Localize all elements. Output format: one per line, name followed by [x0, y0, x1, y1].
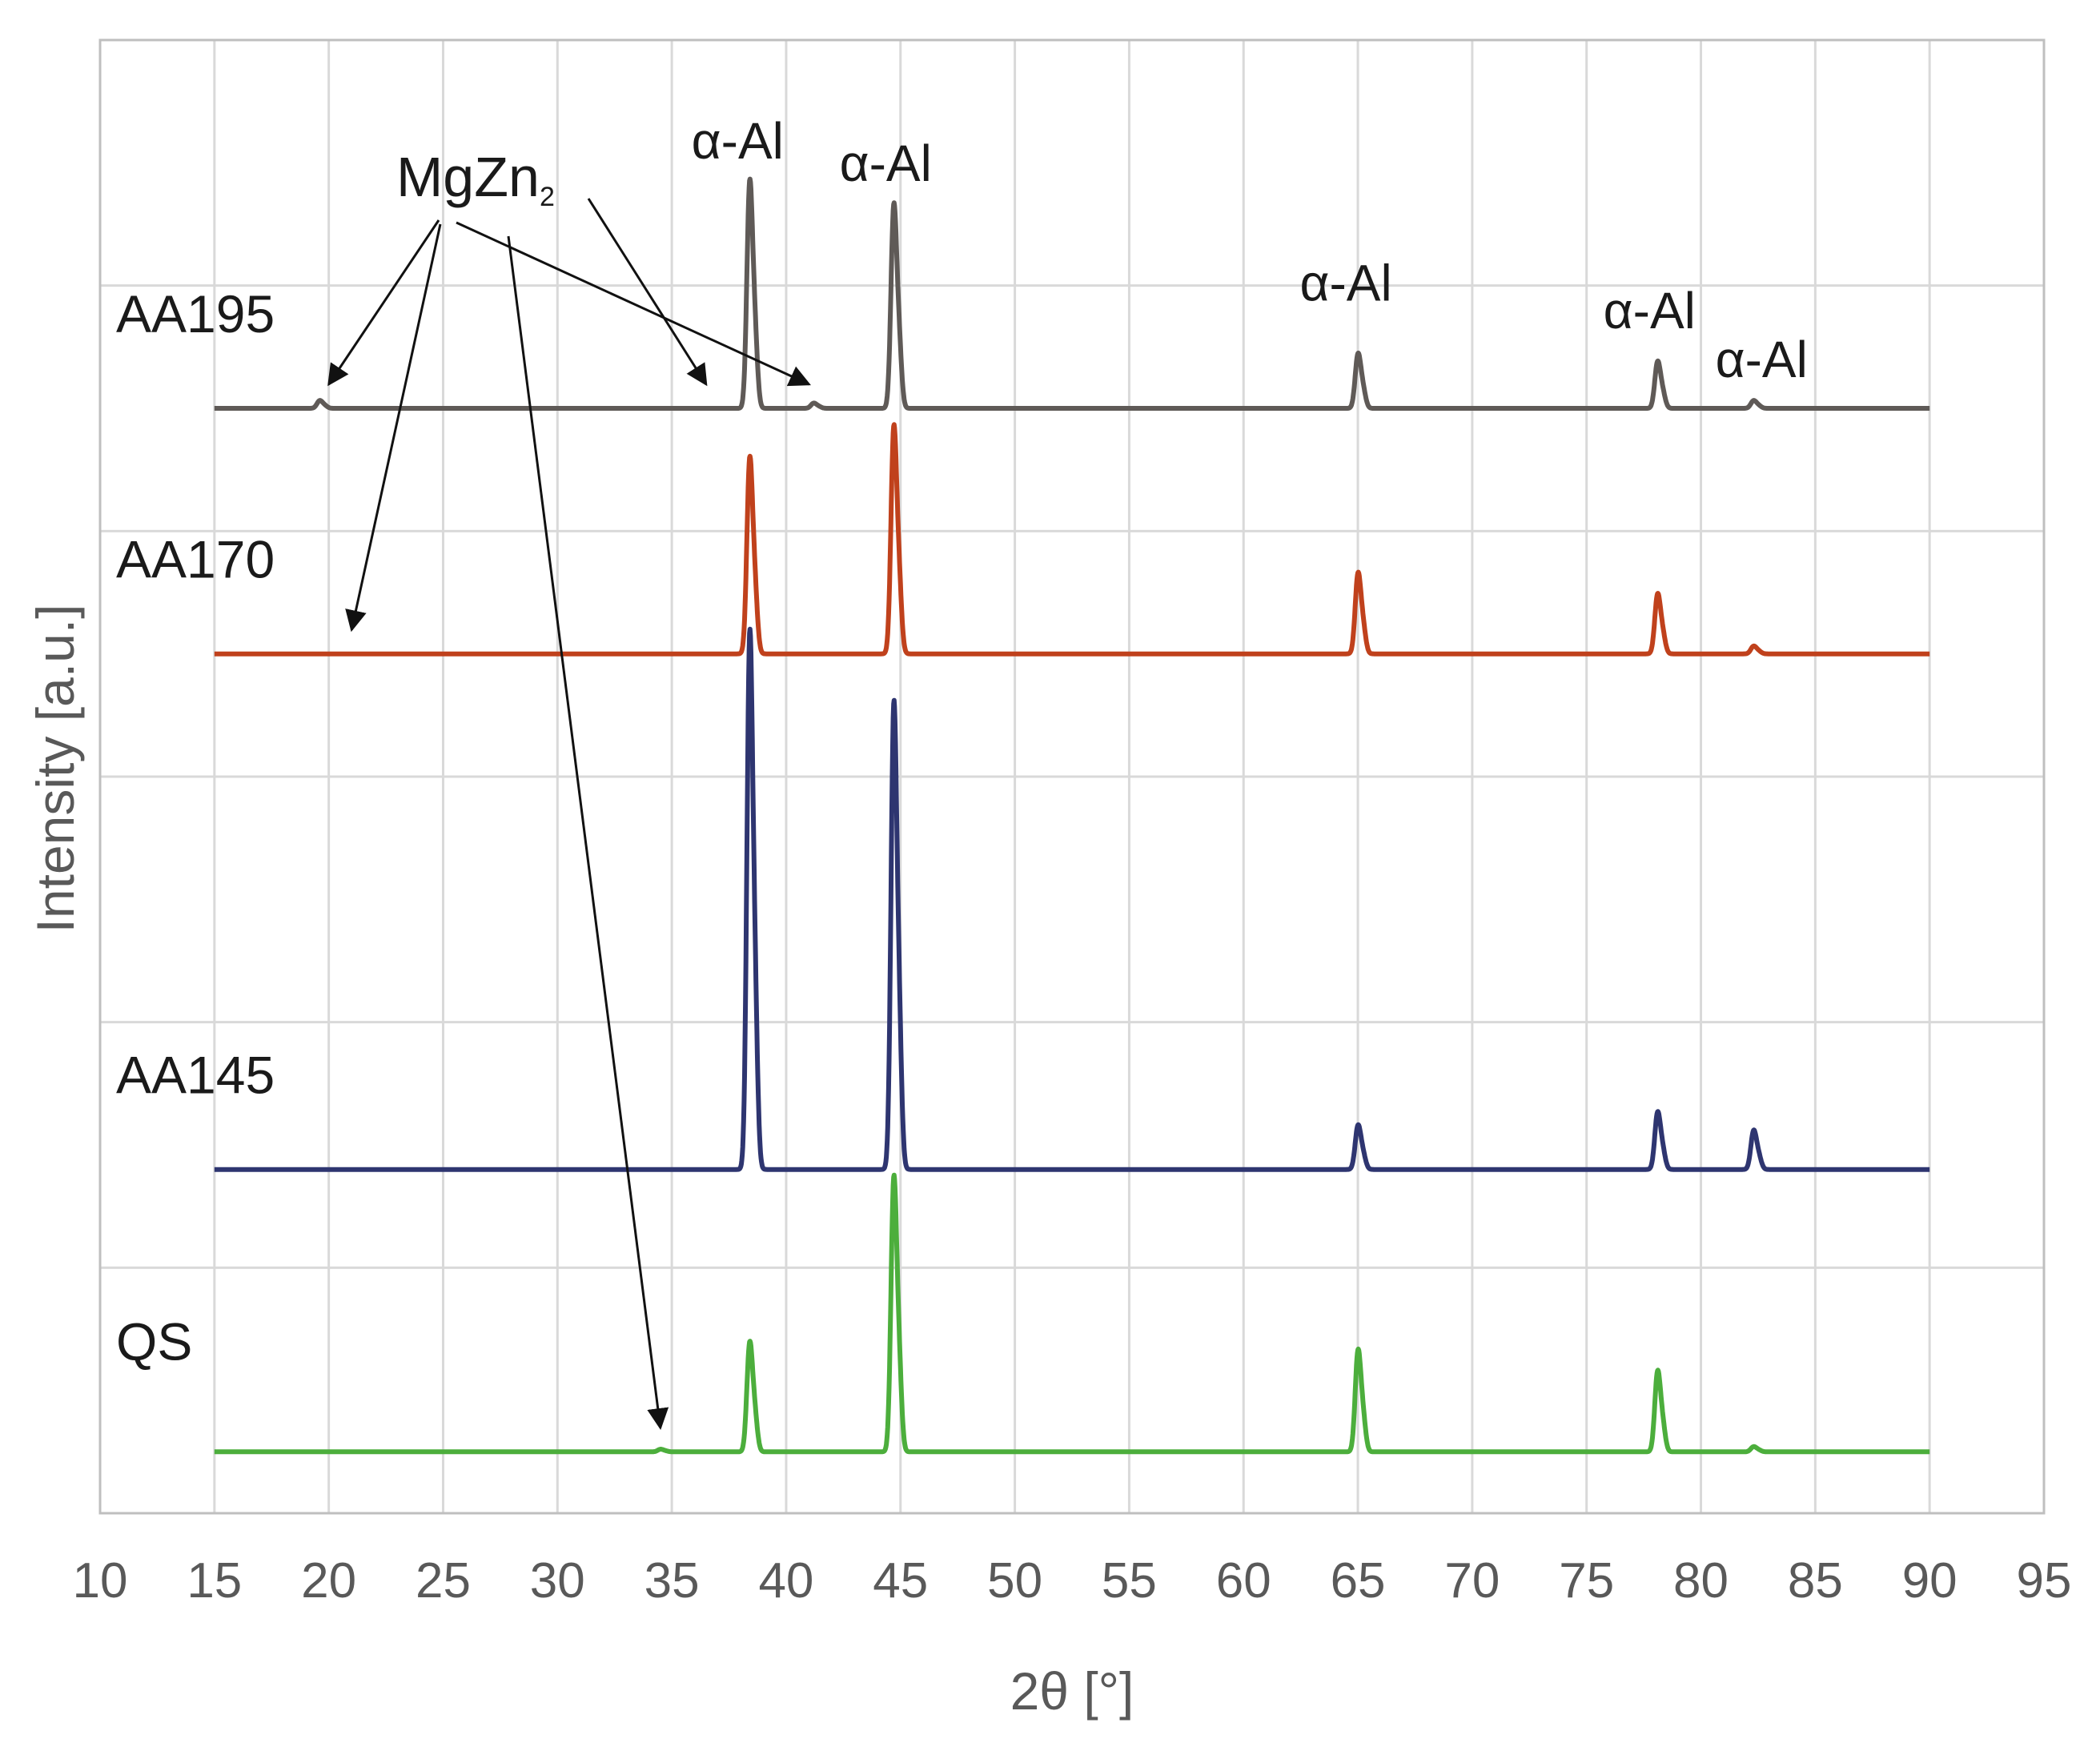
alpha-al-label: α-Al	[692, 112, 784, 170]
x-tick-label: 25	[416, 1553, 471, 1608]
x-tick-label: 10	[73, 1553, 128, 1608]
x-tick-label: 95	[2017, 1553, 2072, 1608]
x-tick-label: 40	[758, 1553, 813, 1608]
mgzn2-arrow	[345, 223, 442, 633]
x-tick-label: 65	[1331, 1553, 1386, 1608]
x-tick-label: 80	[1673, 1553, 1729, 1608]
mgzn2-arrow	[507, 235, 669, 1431]
y-axis-title: Intensity [a.u.]	[26, 604, 85, 934]
alpha-al-label: α-Al	[1604, 282, 1696, 339]
x-tick-label: 50	[987, 1553, 1042, 1608]
x-tick-label: 30	[530, 1553, 585, 1608]
x-tick-label: 45	[873, 1553, 928, 1608]
mgzn2-arrow	[456, 221, 811, 387]
x-tick-label: 55	[1102, 1553, 1157, 1608]
series-line-aa195	[212, 176, 1932, 411]
annotations: α-Al α-Al α-Al α-Al α-Al MgZn2	[327, 112, 1808, 1431]
x-tick-label: 60	[1216, 1553, 1271, 1608]
mgzn2-label-subscript: 2	[540, 182, 555, 212]
series-label-qs: QS	[116, 1311, 192, 1371]
series-label-aa170: AA170	[116, 530, 275, 589]
mgzn2-label: MgZn2	[396, 146, 555, 212]
alpha-al-label: α-Al	[1716, 331, 1808, 388]
x-axis-title: 2θ [°]	[1010, 1661, 1134, 1721]
series-line-aa145	[212, 626, 1932, 1172]
x-tick-label: 70	[1444, 1553, 1500, 1608]
plot-frame	[98, 38, 2046, 1515]
series-line-aa170	[212, 422, 1932, 657]
x-tick-labels: 10 15 20 25 30 35 40 45 50 55 60 65 70 75 80 85 90 95	[73, 1553, 2072, 1608]
x-tick-label: 20	[301, 1553, 356, 1608]
mgzn2-arrow	[587, 198, 708, 387]
x-tick-label: 90	[1902, 1553, 1957, 1608]
x-tick-label: 15	[187, 1553, 242, 1608]
series-label-aa145: AA145	[116, 1046, 275, 1105]
series-group: AA195 AA170 AA145 QS	[116, 176, 1932, 1455]
x-tick-label: 35	[644, 1553, 700, 1608]
series-line-qs	[212, 1172, 1932, 1455]
alpha-al-label: α-Al	[840, 135, 932, 192]
mgzn2-label-base: MgZn	[396, 146, 540, 208]
x-tick-label: 85	[1788, 1553, 1843, 1608]
x-tick-label: 75	[1559, 1553, 1614, 1608]
series-label-aa195: AA195	[116, 284, 275, 343]
mgzn2-arrow	[327, 219, 440, 387]
alpha-al-label: α-Al	[1299, 255, 1391, 312]
